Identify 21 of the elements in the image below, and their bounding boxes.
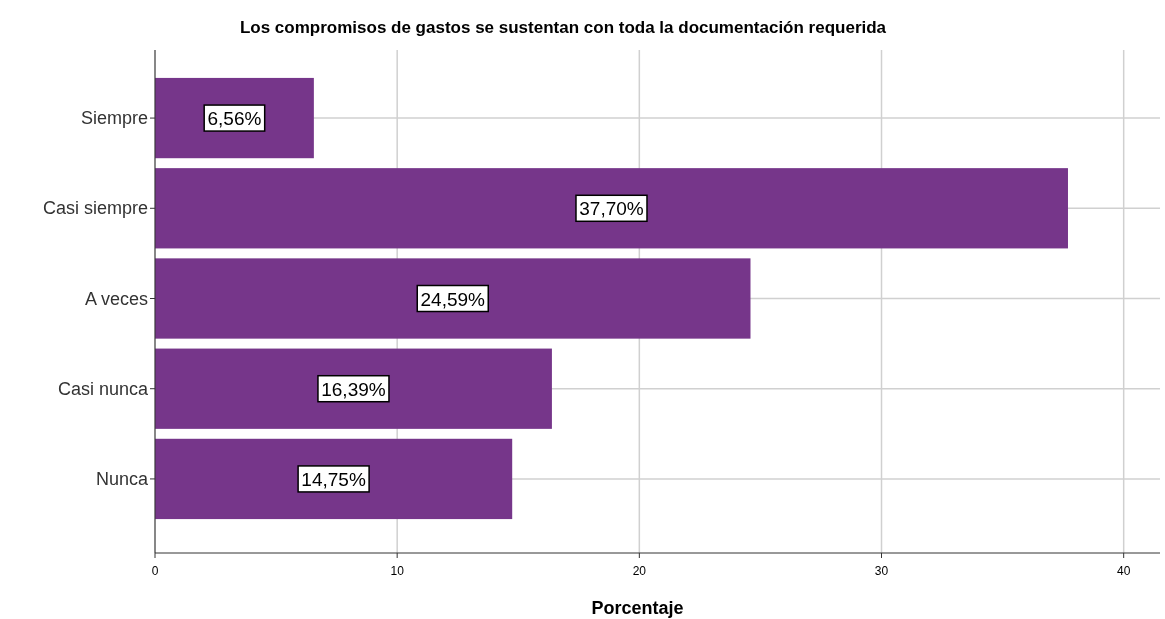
y-tick-label: A veces	[84, 288, 148, 309]
x-tick-label: 40	[1116, 564, 1131, 578]
bar	[155, 168, 1068, 249]
x-axis-title: Porcentaje	[591, 598, 684, 618]
data-label: 6,56%	[207, 108, 262, 130]
y-tick-label: Nunca	[95, 468, 149, 489]
data-label: 16,39%	[321, 378, 386, 400]
x-tick-label: 10	[390, 564, 405, 578]
bar	[155, 348, 552, 429]
x-tick-label: 0	[151, 564, 159, 578]
data-label: 14,75%	[301, 468, 366, 490]
data-label: 24,59%	[420, 288, 486, 310]
data-label: 37,70%	[579, 198, 644, 220]
bar	[155, 438, 513, 520]
bar	[155, 258, 751, 339]
x-tick-label: 20	[632, 564, 647, 578]
chart-title: Los compromisos de gastos se sustentan con toda la documentación requerida	[239, 18, 887, 37]
y-tick-label: Casi nunca	[57, 378, 149, 399]
y-tick-label: Casi siempre	[42, 198, 148, 219]
y-tick-label: Siempre	[80, 108, 148, 129]
x-tick-label: 30	[874, 564, 889, 578]
